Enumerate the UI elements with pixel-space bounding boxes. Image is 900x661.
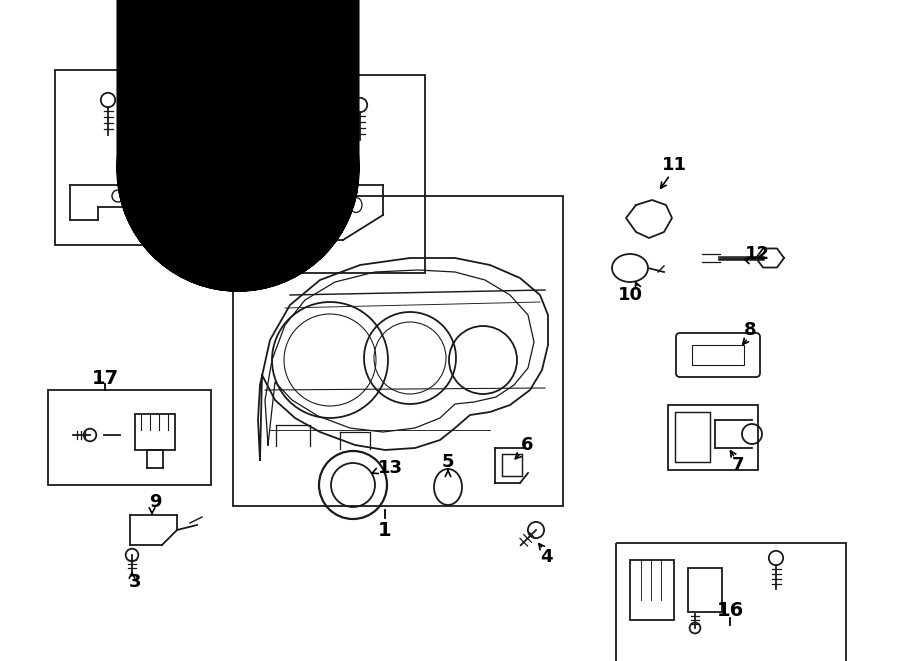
Bar xyxy=(668,405,758,470)
Text: 1: 1 xyxy=(378,520,392,539)
Bar xyxy=(688,568,722,612)
Text: 7: 7 xyxy=(732,456,744,474)
Text: 6: 6 xyxy=(521,436,533,454)
Text: 8: 8 xyxy=(743,321,756,339)
Bar xyxy=(502,454,522,476)
Bar xyxy=(616,543,846,661)
Text: 2: 2 xyxy=(231,145,245,165)
Text: 3: 3 xyxy=(129,573,141,591)
Text: 13: 13 xyxy=(377,459,402,477)
Bar xyxy=(692,345,744,365)
Text: 5: 5 xyxy=(442,453,454,471)
Text: 15: 15 xyxy=(119,46,146,65)
Text: 14: 14 xyxy=(323,48,351,67)
Bar xyxy=(55,70,210,245)
Text: 10: 10 xyxy=(617,286,643,304)
Bar xyxy=(277,75,425,273)
Bar xyxy=(630,560,674,620)
Text: 11: 11 xyxy=(662,156,687,174)
Text: 4: 4 xyxy=(540,548,553,566)
Bar xyxy=(233,196,563,506)
Bar xyxy=(675,412,710,462)
Text: 17: 17 xyxy=(92,368,119,387)
Text: 12: 12 xyxy=(744,245,770,263)
Text: 16: 16 xyxy=(716,600,743,619)
Bar xyxy=(135,414,175,450)
Bar xyxy=(48,390,211,485)
Text: 9: 9 xyxy=(148,493,161,511)
